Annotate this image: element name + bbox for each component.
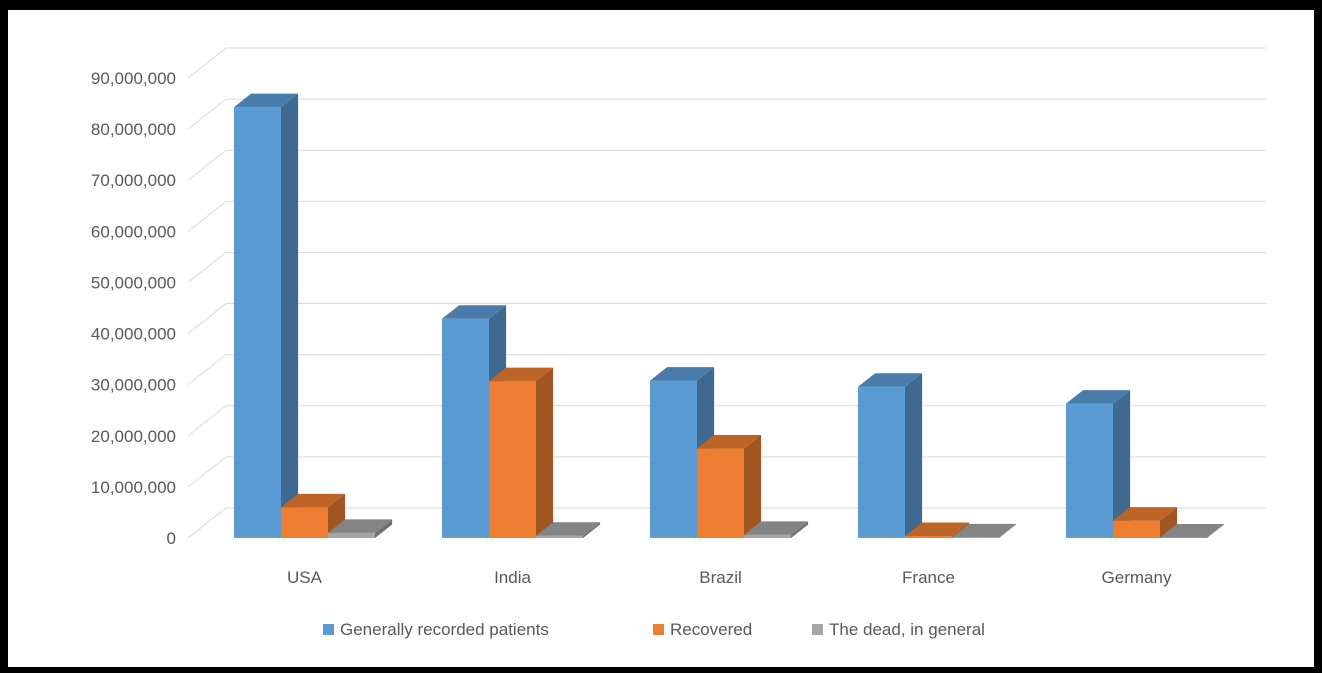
gridline-depth [187, 98, 227, 130]
bar-front [536, 535, 583, 538]
bar-top [650, 367, 715, 381]
y-tick-label: 90,000,000 [91, 69, 176, 88]
bar-side [905, 373, 923, 538]
legend-swatch [653, 624, 664, 635]
bar-front [489, 381, 536, 538]
y-tick-label: 70,000,000 [91, 171, 176, 190]
bar-front [234, 107, 281, 538]
bar-top [697, 435, 762, 449]
y-tick-label: 10,000,000 [91, 478, 176, 497]
bar [744, 521, 809, 538]
bar-front [1113, 520, 1160, 538]
bar-top [281, 493, 346, 508]
bar [281, 493, 346, 538]
bar [1113, 507, 1178, 538]
y-axis: 0 10,000,000 20,000,000 30,000,000 40,000,00… [91, 69, 176, 548]
gridline-depth [187, 507, 227, 539]
legend-swatch [323, 624, 334, 635]
bar-top [489, 367, 554, 382]
bar-front [697, 448, 744, 538]
legend-item: The dead, in general [812, 620, 985, 639]
bar-side [1207, 523, 1225, 538]
y-tick-label: 80,000,000 [91, 120, 176, 139]
bar [952, 523, 1017, 538]
bar [697, 435, 762, 538]
x-tick-label: Germany [1102, 568, 1172, 587]
legend-item: Recovered [653, 620, 752, 639]
gridline-depth [187, 456, 227, 488]
gridline-depth [187, 47, 227, 79]
bar-top [744, 521, 809, 535]
x-tick-label: India [494, 568, 531, 587]
bar-top [1160, 523, 1225, 538]
bar-side [1113, 390, 1131, 538]
bar [234, 93, 299, 538]
x-tick-label: Brazil [699, 568, 742, 587]
x-axis: USA India Brazil France Germany [287, 568, 1172, 587]
legend-label: Generally recorded patients [340, 620, 549, 639]
bars [234, 93, 1225, 538]
bar-front [858, 386, 905, 538]
gridline-depth [187, 354, 227, 386]
x-tick-label: France [902, 568, 955, 587]
gridline-depth [187, 149, 227, 181]
bar-front [952, 537, 999, 538]
bar-front [328, 532, 375, 538]
y-tick-label: 30,000,000 [91, 376, 176, 395]
gridline-depth [187, 405, 227, 437]
bar-top [536, 522, 601, 536]
bar-front [905, 535, 952, 538]
bar [536, 522, 601, 538]
bar-top [858, 373, 923, 387]
bar-top [442, 305, 507, 319]
bar-side [583, 522, 601, 538]
y-tick-label: 50,000,000 [91, 273, 176, 292]
bar-side [999, 523, 1017, 538]
bar-top [234, 93, 299, 108]
y-tick-label: 20,000,000 [91, 427, 176, 446]
bar-front [650, 380, 697, 538]
bar-front [1160, 537, 1207, 538]
bar-top [1113, 507, 1178, 521]
bar [1066, 390, 1131, 538]
bar-side [744, 435, 762, 538]
bar-front [281, 507, 328, 538]
bar-side [791, 521, 809, 538]
bar [1160, 523, 1225, 538]
bar-top [905, 522, 970, 536]
legend-item: Generally recorded patients [323, 620, 549, 639]
y-tick-label: 40,000,000 [91, 325, 176, 344]
gridline-depth [187, 252, 227, 283]
legend-swatch [812, 624, 823, 635]
bar-front [1066, 403, 1113, 538]
gridline-depth [187, 200, 227, 232]
bar-top [328, 519, 393, 533]
bar-front [442, 318, 489, 538]
bar-front [744, 534, 791, 538]
gridline-depth [187, 303, 227, 334]
bar [489, 367, 554, 538]
y-tick-label: 0 [167, 529, 176, 548]
legend-label: Recovered [670, 620, 752, 639]
bar [858, 373, 923, 538]
bar-side [375, 519, 393, 538]
bar-side [281, 93, 299, 538]
bar-side [536, 367, 554, 538]
bar-top [1066, 390, 1131, 404]
x-tick-label: USA [287, 568, 323, 587]
y-tick-label: 60,000,000 [91, 222, 176, 241]
legend: Generally recorded patients Recovered The … [323, 620, 985, 639]
bar [328, 519, 393, 538]
bar-side [1160, 507, 1178, 538]
bar-top [952, 523, 1017, 538]
legend-label: The dead, in general [829, 620, 985, 639]
